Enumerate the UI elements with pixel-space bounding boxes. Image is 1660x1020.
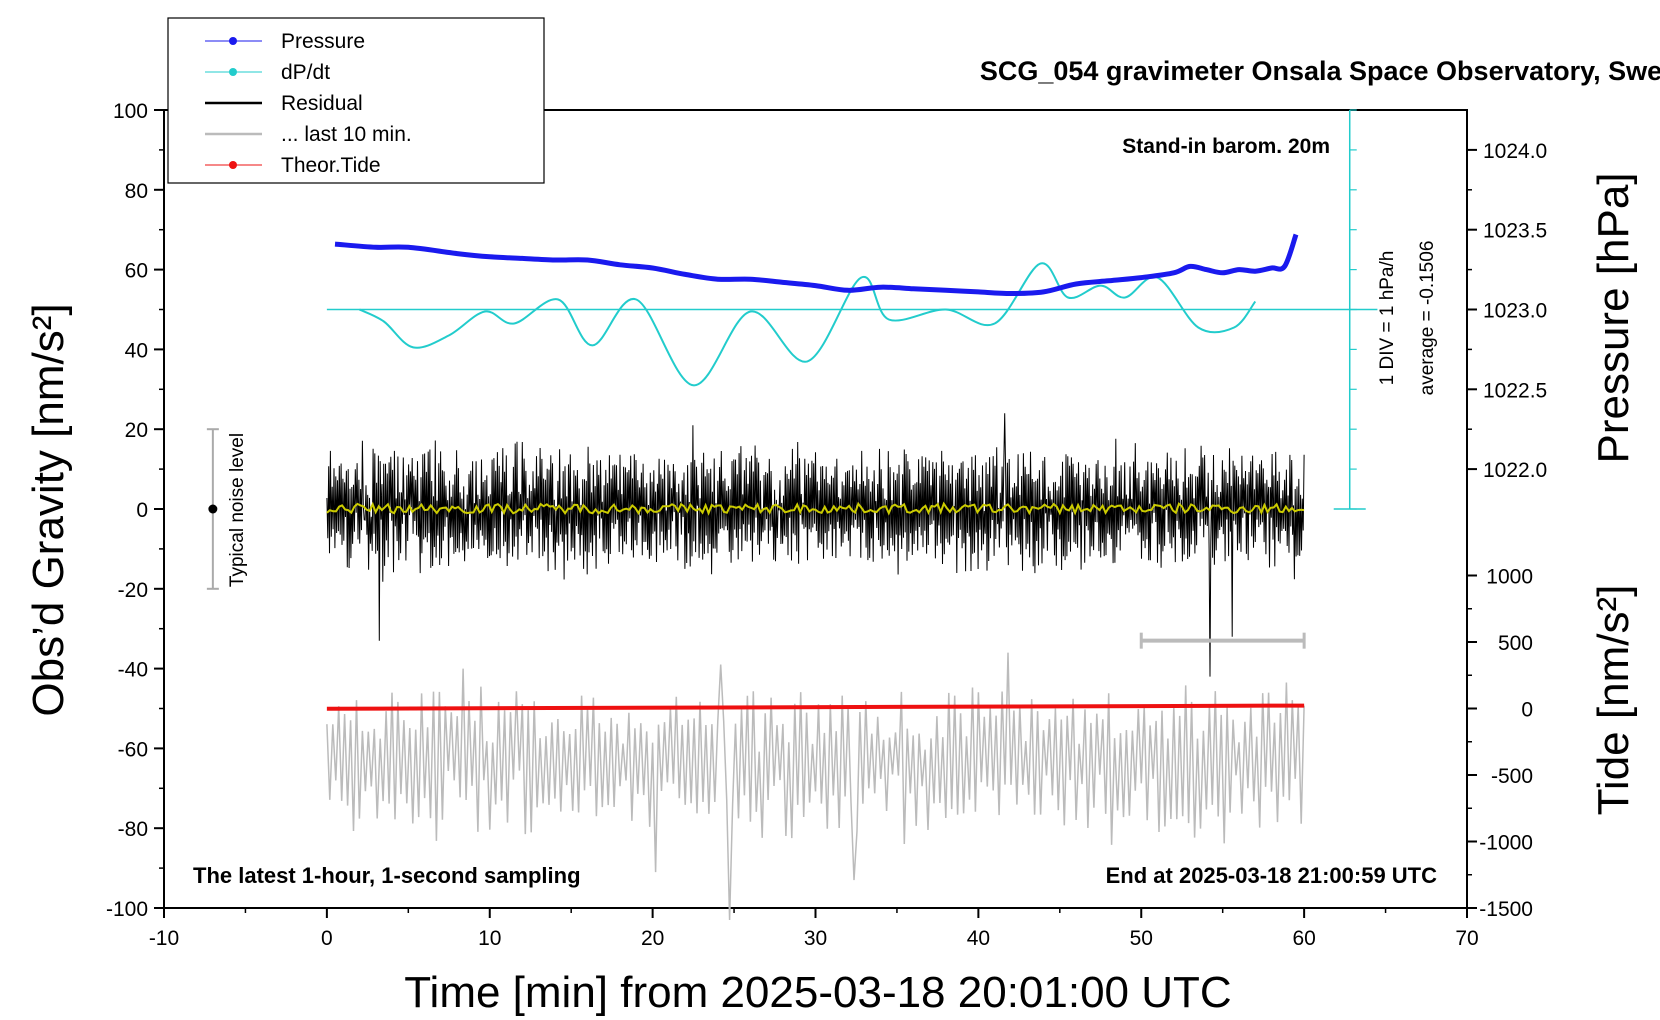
legend-label: Residual [281, 92, 363, 115]
y-tick-label-left: 40 [125, 339, 148, 362]
x-tick-label: 50 [1130, 927, 1153, 950]
average-note: average = -0.1506 [1417, 241, 1438, 396]
x-tick-label: 60 [1292, 927, 1315, 950]
y-tick-label-left: 100 [113, 100, 148, 123]
y-tick-label-left: -40 [118, 659, 148, 682]
x-tick-label: -10 [149, 927, 179, 950]
y-tick-label-left: -20 [118, 579, 148, 602]
y-axis-title-pressure: Pressure [hPa] [1589, 172, 1638, 463]
legend-label: dP/dt [281, 61, 330, 84]
x-tick-label: 70 [1455, 927, 1478, 950]
sampling-note: The latest 1-hour, 1-second sampling [193, 863, 581, 888]
pressure-tick-label: 1024.0 [1483, 140, 1547, 163]
x-tick-label: 40 [967, 927, 990, 950]
tide-tick-label: -500 [1491, 765, 1533, 788]
x-axis-title: Time [min] from 2025-03-18 20:01:00 UTC [404, 968, 1231, 1017]
y-tick-label-left: 60 [125, 260, 148, 283]
end-time-note: End at 2025-03-18 21:00:59 UTC [1106, 863, 1437, 888]
residual-smoothed-line [326, 501, 1305, 516]
legend-label: ... last 10 min. [281, 123, 412, 146]
tide-tick-label: 1000 [1486, 566, 1533, 589]
y-axis-title-tide: Tide [nm/s²] [1589, 585, 1638, 816]
tide-tick-label: 0 [1521, 699, 1533, 722]
barometer-note: Stand-in barom. 20m [1122, 135, 1330, 158]
div-scale-note: 1 DIV = 1 hPa/h [1377, 251, 1398, 386]
legend: Pressure dP/dt Residual ... last 10 min. The… [167, 17, 545, 184]
dpdt-line [358, 262, 1257, 387]
y-tick-label-left: -100 [106, 898, 148, 921]
pressure-tick-label: 1022.0 [1483, 459, 1547, 482]
legend-box [167, 17, 545, 184]
axes-layer: -10 0 10 20 30 40 50 60 70100806040200-20-40-60-… [106, 100, 1547, 950]
x-tick-label: 0 [321, 927, 333, 950]
tide-line [326, 703, 1305, 711]
y-tick-label-left: 80 [125, 180, 148, 203]
tide-tick-label: -1000 [1479, 832, 1533, 855]
tide-tick-label: 500 [1498, 632, 1533, 655]
legend-marker [229, 37, 237, 45]
pressure-line [334, 233, 1299, 297]
pressure-tick-label: 1023.0 [1483, 300, 1547, 323]
legend-marker [229, 68, 237, 76]
y-tick-label-left: -60 [118, 738, 148, 761]
tide-tick-label: -1500 [1479, 898, 1533, 921]
y-axis-title-left: Obs’d Gravity [nm/s²] [24, 303, 73, 716]
residual-line [326, 413, 1305, 677]
noise-note: Typical noise level [227, 433, 248, 587]
series-layer [206, 109, 1378, 921]
noise-bar-center-dot [208, 504, 218, 514]
last-10-min-line [326, 652, 1305, 921]
chart-title: SCG_054 gravimeter Onsala Space Observat… [980, 56, 1660, 86]
pressure-tick-label: 1022.5 [1483, 379, 1547, 402]
y-tick-label-left: -80 [118, 818, 148, 841]
pressure-tick-label: 1023.5 [1483, 220, 1547, 243]
x-tick-label: 20 [641, 927, 664, 950]
legend-label: Theor.Tide [281, 154, 381, 177]
legend-marker [229, 161, 237, 169]
legend-label: Pressure [281, 30, 365, 53]
y-tick-label-left: 20 [125, 419, 148, 442]
x-tick-label: 10 [478, 927, 501, 950]
x-tick-label: 30 [804, 927, 827, 950]
y-tick-label-left: 0 [136, 499, 148, 522]
